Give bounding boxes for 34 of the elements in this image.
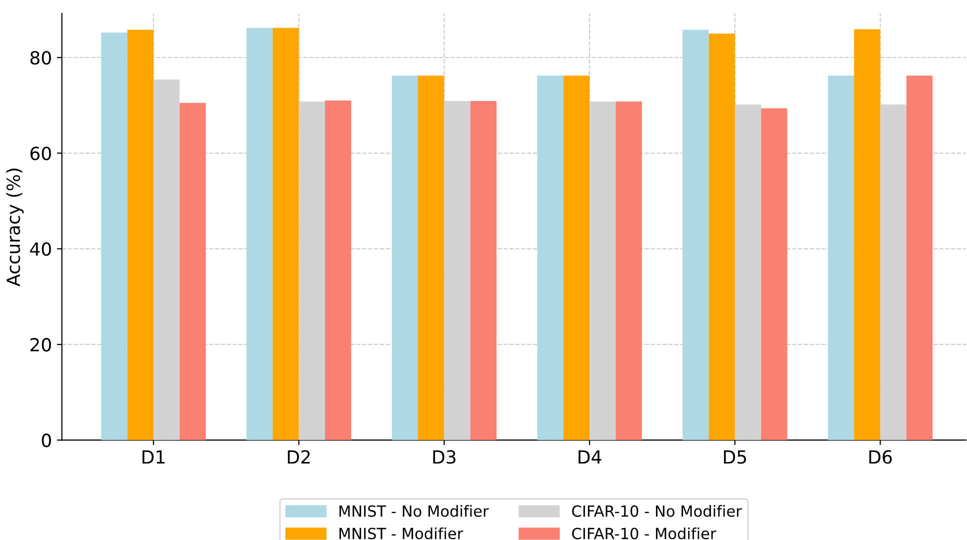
legend-label: MNIST - Modifier xyxy=(339,527,464,540)
bar xyxy=(272,28,299,440)
bar xyxy=(682,30,709,440)
y-axis-title: Accuracy (%) xyxy=(6,168,24,286)
bar xyxy=(101,32,128,440)
y-tick-label: 20 xyxy=(30,338,51,352)
x-tick-label: D6 xyxy=(869,450,892,464)
x-tick-label: D1 xyxy=(142,450,164,464)
bar xyxy=(563,76,590,440)
bar xyxy=(418,76,444,440)
x-tick-label: D5 xyxy=(724,450,746,464)
bar xyxy=(127,30,154,440)
y-tick-label: 60 xyxy=(30,146,51,160)
bar xyxy=(906,76,933,440)
x-tick-label: D4 xyxy=(578,450,602,464)
bar xyxy=(392,76,418,440)
legend-label: CIFAR-10 - Modifier xyxy=(572,527,716,540)
legend-label: CIFAR-10 - No Modifier xyxy=(572,505,742,517)
x-tick-label: D2 xyxy=(288,450,310,464)
bar xyxy=(854,29,880,440)
bar xyxy=(246,28,273,440)
bar xyxy=(470,101,497,440)
x-tick-label: D3 xyxy=(433,450,456,464)
bar xyxy=(616,102,642,440)
bar xyxy=(537,76,564,440)
y-tick-label: 0 xyxy=(42,434,51,448)
bar xyxy=(708,34,735,440)
bar xyxy=(761,108,788,440)
y-tick-label: 40 xyxy=(30,242,51,256)
legend-label: MNIST - No Modifier xyxy=(339,505,489,517)
bar xyxy=(324,100,352,440)
bar xyxy=(180,102,206,440)
bar xyxy=(828,76,854,440)
y-tick-label: 80 xyxy=(30,50,51,65)
